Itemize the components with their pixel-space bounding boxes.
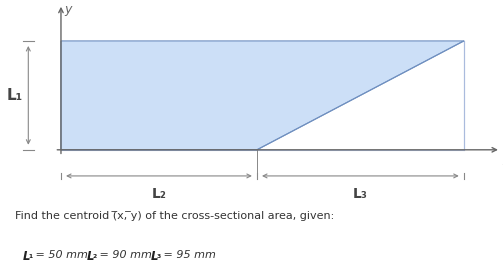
Text: = 50 mm,: = 50 mm, [32, 250, 92, 260]
Text: L: L [150, 250, 158, 263]
Text: L₂: L₂ [151, 187, 166, 201]
Text: y: y [64, 3, 71, 16]
Text: = 90 mm,: = 90 mm, [96, 250, 156, 260]
Text: ₁: ₁ [29, 250, 33, 260]
Text: L₃: L₃ [353, 187, 368, 201]
Text: ₃: ₃ [157, 250, 161, 260]
Text: = 95 mm: = 95 mm [160, 250, 216, 260]
Text: L: L [22, 250, 30, 263]
Text: L₁: L₁ [7, 88, 23, 103]
Text: L: L [87, 250, 94, 263]
Bar [61, 41, 464, 150]
Polygon shape [61, 41, 464, 150]
Text: ₂: ₂ [93, 250, 97, 260]
Text: x: x [502, 155, 503, 168]
Text: Find the centroid (̅x, ̅y) of the cross-sectional area, given:: Find the centroid (̅x, ̅y) of the cross-… [15, 211, 334, 221]
